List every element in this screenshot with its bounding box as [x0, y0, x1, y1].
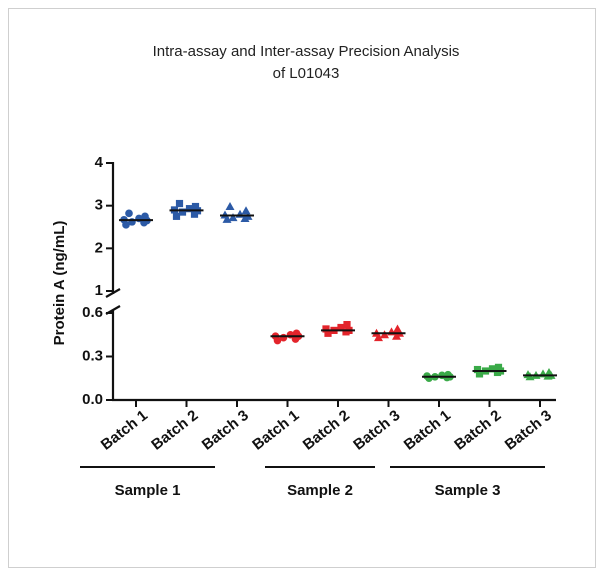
data-point	[473, 365, 482, 374]
data-point	[544, 367, 554, 376]
y-tick-label: 3	[95, 197, 103, 214]
data-point	[475, 370, 484, 378]
group-label: Sample 1	[115, 482, 181, 499]
data-point	[324, 329, 332, 337]
y-tick-label: 0.6	[82, 304, 103, 321]
data-point	[141, 212, 149, 221]
data-point	[185, 205, 194, 213]
frame	[8, 8, 596, 568]
data-point	[175, 199, 184, 208]
data-point	[172, 212, 181, 220]
data-point	[494, 363, 503, 371]
y-tick-label: 0.0	[82, 391, 103, 408]
data-point	[343, 321, 351, 329]
y-tick-label: 4	[95, 154, 104, 171]
data-point	[488, 365, 497, 373]
data-point	[393, 324, 402, 333]
data-point	[191, 202, 200, 211]
data-point	[374, 333, 383, 342]
data-point	[279, 333, 288, 342]
data-point	[322, 325, 330, 333]
y-axis-label: Protein A (ng/mL)	[51, 221, 68, 346]
y-tick-label: 0.3	[82, 347, 103, 364]
chart-title: Intra-assay and Inter-assay Precision An…	[153, 43, 460, 60]
data-point	[225, 202, 235, 211]
data-point	[337, 323, 345, 332]
data-point	[241, 206, 251, 215]
y-tick-label: 1	[95, 282, 103, 299]
group-label: Sample 3	[435, 482, 501, 499]
y-tick-label: 2	[95, 239, 103, 256]
chart-title: of L01043	[273, 65, 340, 82]
data-point	[125, 209, 133, 218]
data-point	[178, 208, 187, 216]
data-point	[228, 213, 238, 222]
group-label: Sample 2	[287, 482, 353, 499]
